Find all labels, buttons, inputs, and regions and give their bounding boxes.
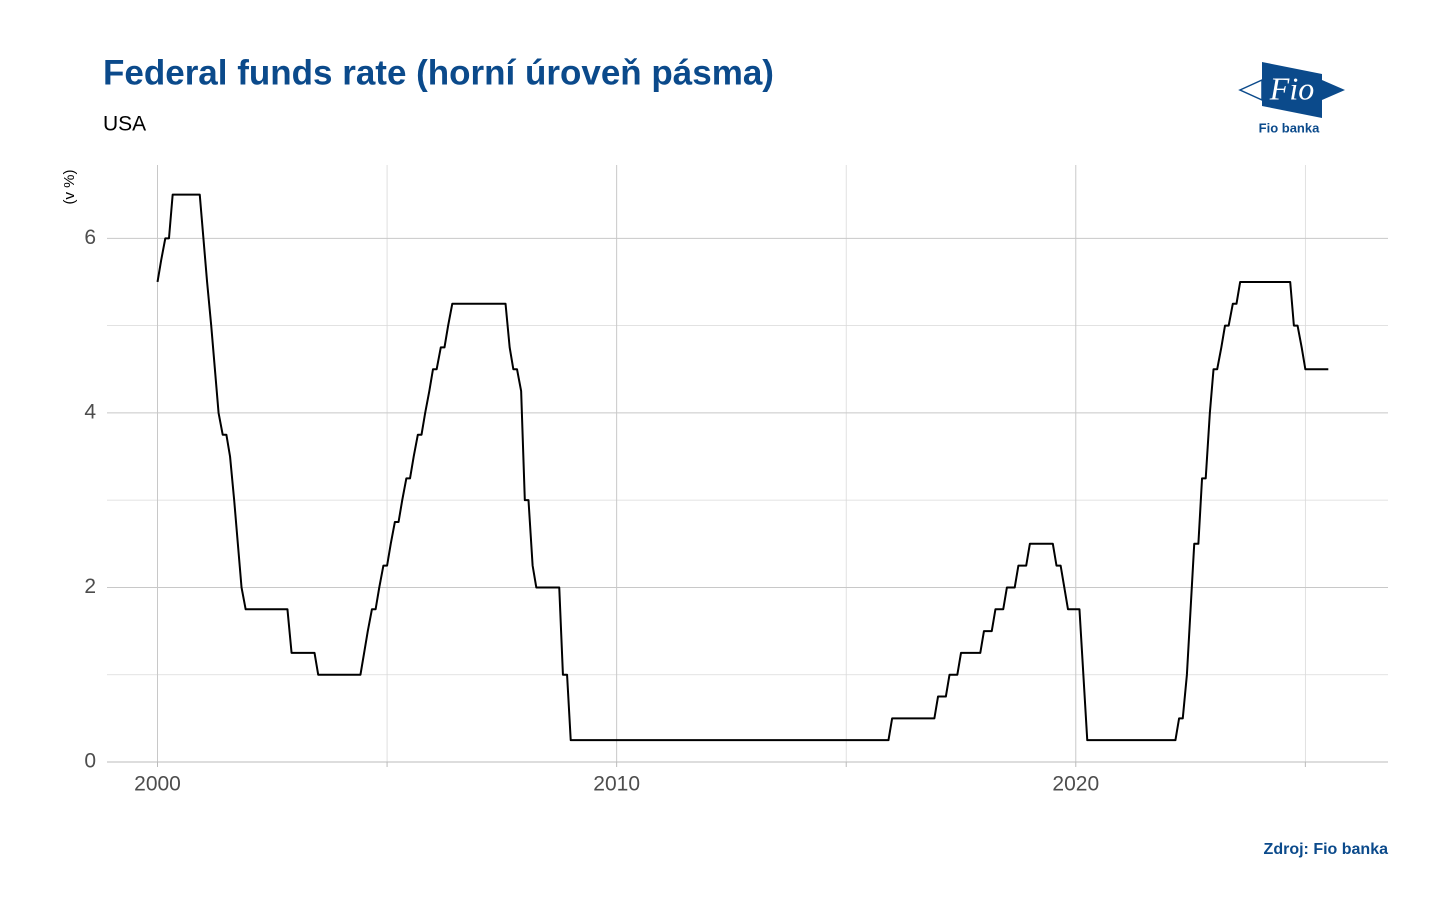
logo-shape [1322,80,1345,100]
y-tick-label: 4 [84,400,96,423]
x-tick-label: 2010 [593,773,640,796]
x-tick-label: 2000 [134,773,181,796]
y-tick-label: 6 [84,226,96,249]
logo: Fio Fio banka [1238,62,1345,135]
rate-line [156,193,1329,742]
source: Zdroj: Fio banka [1264,841,1389,858]
logo-shape [1262,62,1322,118]
y-tick-label: 0 [84,750,96,773]
y-axis-label: (v %) [61,170,78,205]
x-tick-label: 2020 [1052,773,1099,796]
logo-shape [1238,78,1263,102]
chart-subtitle: USA [103,113,146,136]
y-tick-label: 2 [84,575,96,598]
logo-mark: Fio [1269,70,1314,106]
chart-title: Federal funds rate (horní úroveň pásma) [103,53,774,92]
logo-caption: Fio banka [1259,120,1320,135]
